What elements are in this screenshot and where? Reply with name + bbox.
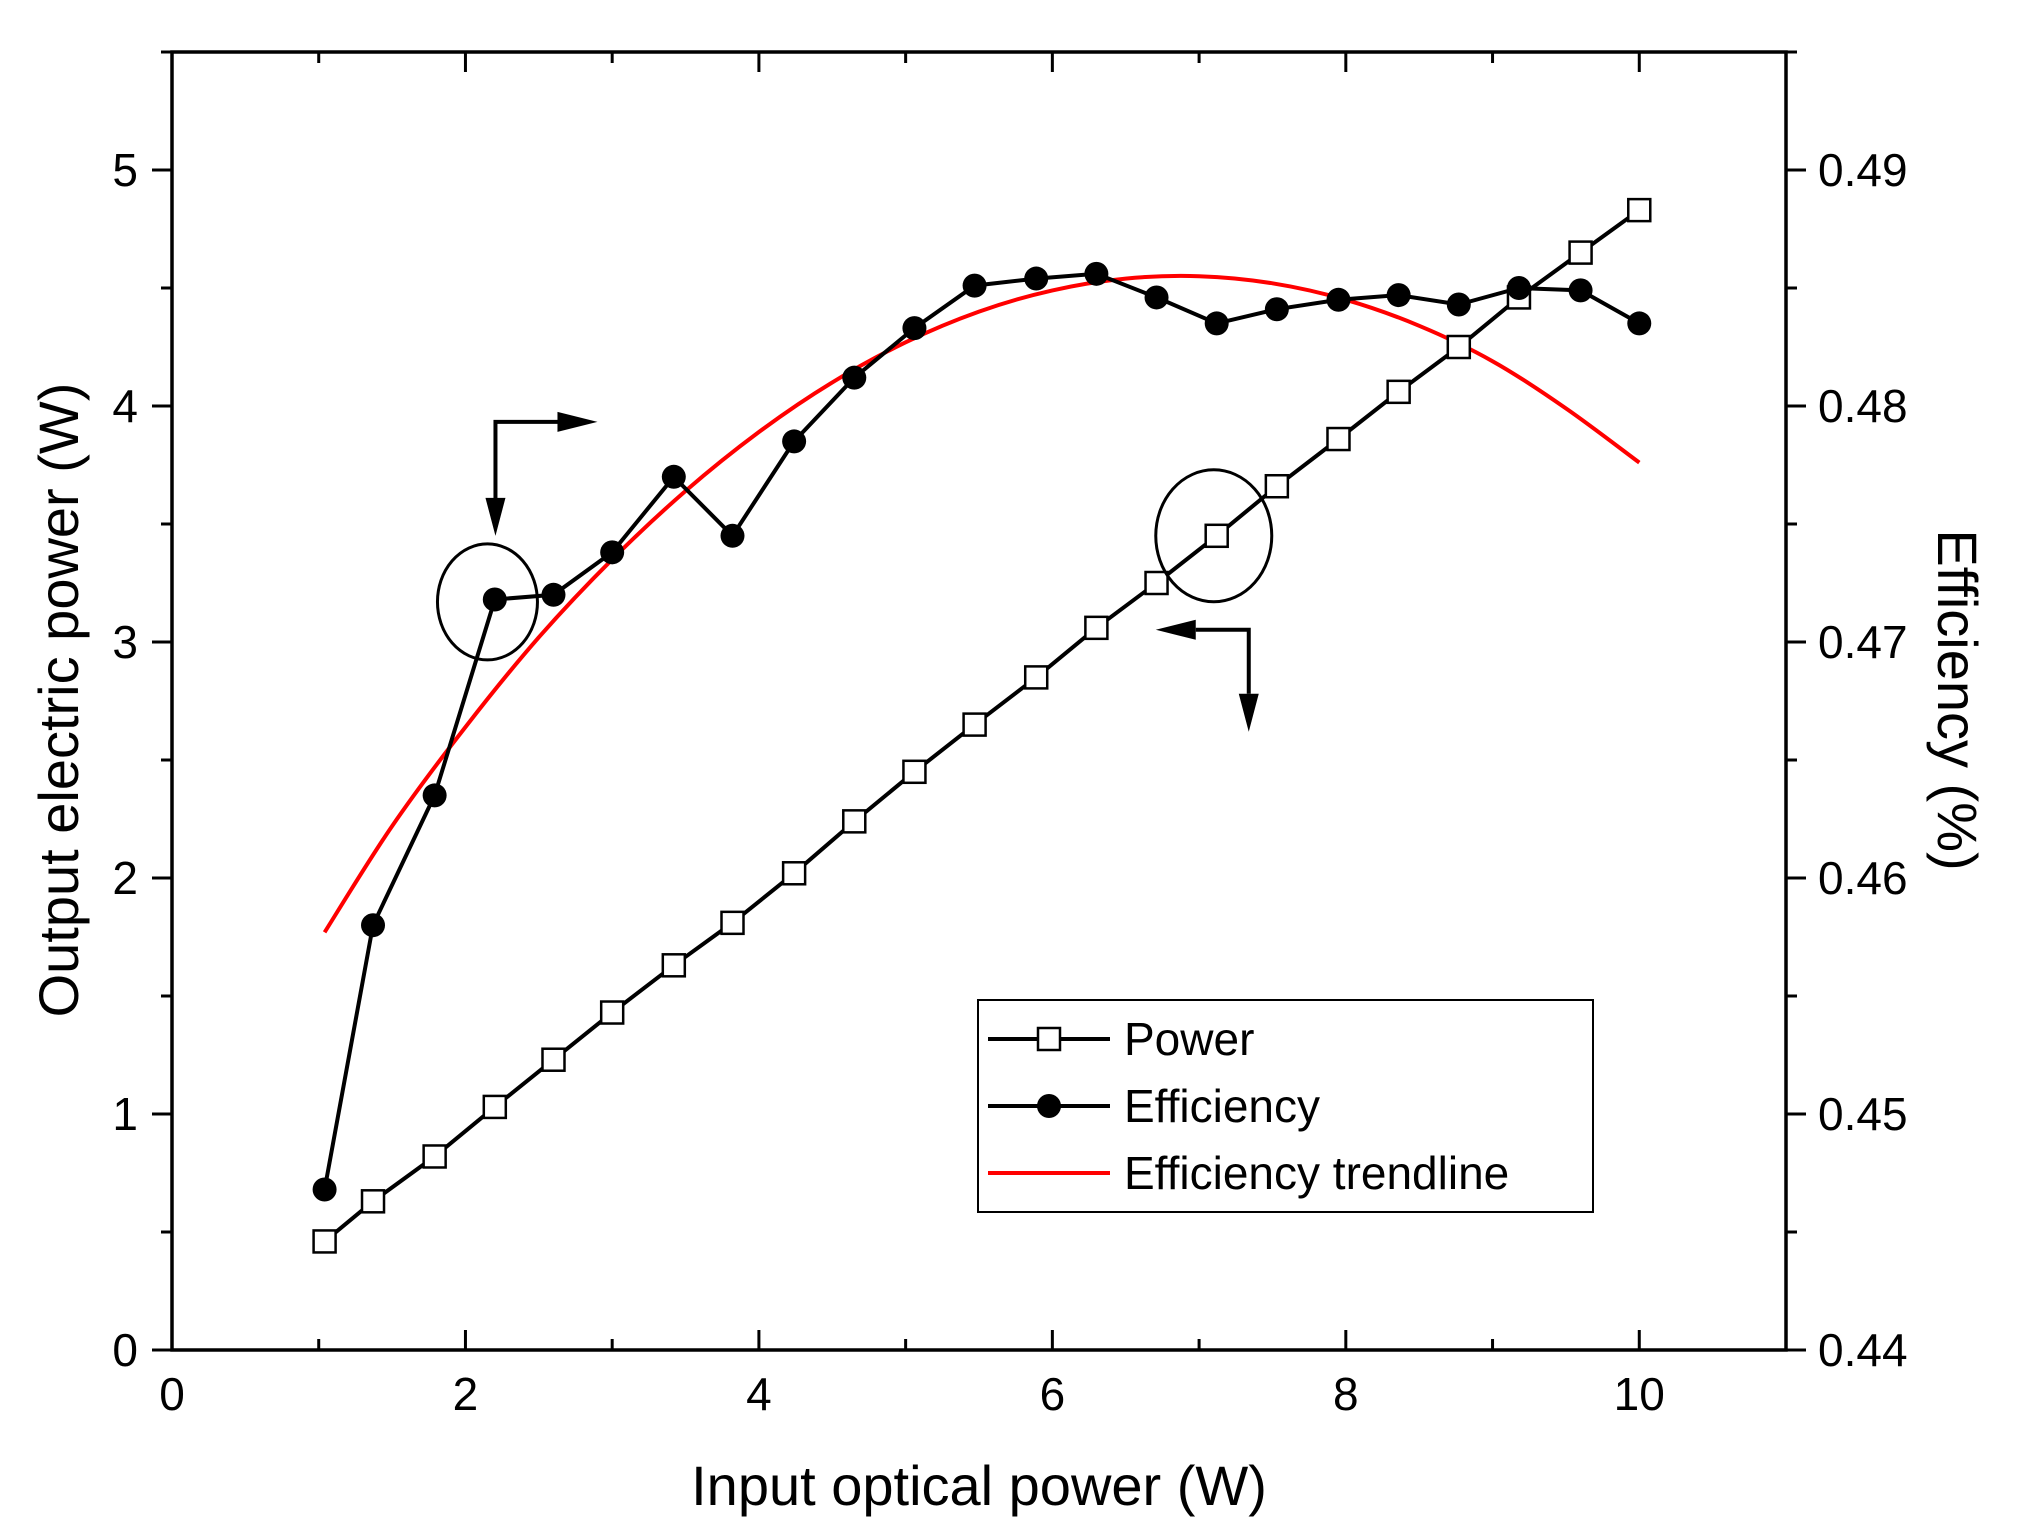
y-tick-label: 2 — [112, 852, 138, 904]
power-point — [781, 861, 807, 886]
y2-tick-label: 0.47 — [1818, 616, 1908, 668]
efficiency-point — [962, 273, 987, 298]
efficiency-point — [782, 429, 807, 454]
efficiency-point — [720, 523, 745, 548]
arrow-right-axis-line — [493, 419, 563, 502]
y-tick-label: 0 — [112, 1324, 138, 1376]
efficiency-highlight-circle — [435, 542, 539, 662]
efficiency-point — [482, 587, 507, 612]
legend-power-marker — [1036, 1026, 1062, 1052]
efficiency-point — [902, 316, 927, 341]
power-point — [1144, 570, 1169, 596]
efficiency-point — [1144, 285, 1169, 310]
efficiency-point — [1084, 261, 1109, 286]
axis-ticks — [152, 50, 1806, 1352]
y2-tick-label: 0.48 — [1818, 380, 1908, 432]
x-tick-label: 4 — [746, 1368, 772, 1420]
power-point — [962, 712, 987, 737]
y2-tick-label: 0.44 — [1818, 1324, 1908, 1376]
power-point — [312, 1229, 337, 1254]
efficiency-point — [1506, 276, 1531, 300]
legend-trendline-label: Efficiency trendline — [1124, 1147, 1509, 1199]
arrow-down-head-2 — [1238, 693, 1259, 732]
series-layer — [312, 197, 1652, 1254]
power-point — [842, 809, 867, 834]
x-axis-title: Input optical power (W) — [691, 1454, 1267, 1517]
efficiency-point — [1568, 278, 1593, 303]
power-point — [541, 1047, 566, 1072]
efficiency-point — [1264, 297, 1289, 322]
axis-tick-labels: 0 2 4 6 8 10 0 1 2 3 4 5 0.44 0.45 0.46 0.47 0.48 0.49 — [112, 144, 1907, 1420]
efficiency-point — [1326, 287, 1351, 312]
efficiency-point — [312, 1177, 337, 1202]
efficiency-point — [1204, 311, 1229, 336]
arrow-right-axis-head — [557, 411, 598, 432]
power-point — [1023, 665, 1049, 690]
power-point — [661, 953, 687, 978]
power-point — [1084, 615, 1109, 641]
power-point — [1568, 240, 1593, 265]
annotation-layer — [435, 411, 1274, 732]
y2-axis-title: Efficiency (%) — [1926, 529, 1989, 870]
y-axis-title: Output electric power (W) — [27, 383, 90, 1018]
efficiency-point — [1446, 292, 1471, 317]
efficiency-point — [541, 582, 566, 607]
legend-efficiency-marker — [1037, 1094, 1061, 1118]
efficiency-point — [361, 913, 386, 938]
power-highlight-circle — [1154, 468, 1274, 604]
power-point — [1446, 334, 1472, 360]
efficiency-point — [600, 540, 625, 565]
efficiency-point — [1627, 311, 1652, 336]
x-tick-label: 8 — [1333, 1368, 1359, 1420]
efficiency-point — [661, 464, 686, 489]
legend: Power Efficiency Efficiency trendline — [977, 999, 1594, 1213]
y2-tick-label: 0.45 — [1818, 1088, 1908, 1140]
arrow-down-head-1 — [485, 497, 506, 536]
efficiency-point — [842, 365, 867, 390]
arrow-left-axis-head — [1155, 619, 1196, 640]
efficiency-point — [1024, 266, 1049, 291]
y-tick-label: 1 — [112, 1088, 138, 1140]
trendline-curve — [322, 273, 1641, 934]
y-tick-label: 3 — [112, 616, 138, 668]
legend-power-label: Power — [1124, 1013, 1254, 1065]
y2-tick-label: 0.49 — [1818, 144, 1908, 196]
x-tick-label: 10 — [1614, 1368, 1665, 1420]
power-point — [1386, 379, 1411, 405]
power-point — [1627, 197, 1652, 223]
power-point — [902, 759, 927, 785]
arrow-left-axis-line — [1195, 627, 1251, 694]
power-point — [720, 910, 745, 936]
y-tick-label: 4 — [112, 380, 138, 432]
power-point — [599, 1000, 625, 1025]
efficiency-point — [1386, 283, 1411, 308]
x-tick-label: 0 — [159, 1368, 185, 1420]
power-point — [1204, 523, 1229, 549]
x-tick-label: 6 — [1040, 1368, 1066, 1420]
power-point — [422, 1144, 447, 1169]
x-tick-label: 2 — [453, 1368, 479, 1420]
power-point — [482, 1094, 508, 1120]
power-point — [1326, 426, 1351, 452]
y2-tick-label: 0.46 — [1818, 852, 1908, 904]
power-point — [1264, 473, 1290, 499]
efficiency-point — [422, 783, 447, 808]
y-tick-label: 5 — [112, 144, 138, 196]
plot-frame — [170, 50, 1788, 1352]
legend-efficiency-label: Efficiency — [1124, 1080, 1320, 1132]
power-point — [360, 1189, 386, 1214]
